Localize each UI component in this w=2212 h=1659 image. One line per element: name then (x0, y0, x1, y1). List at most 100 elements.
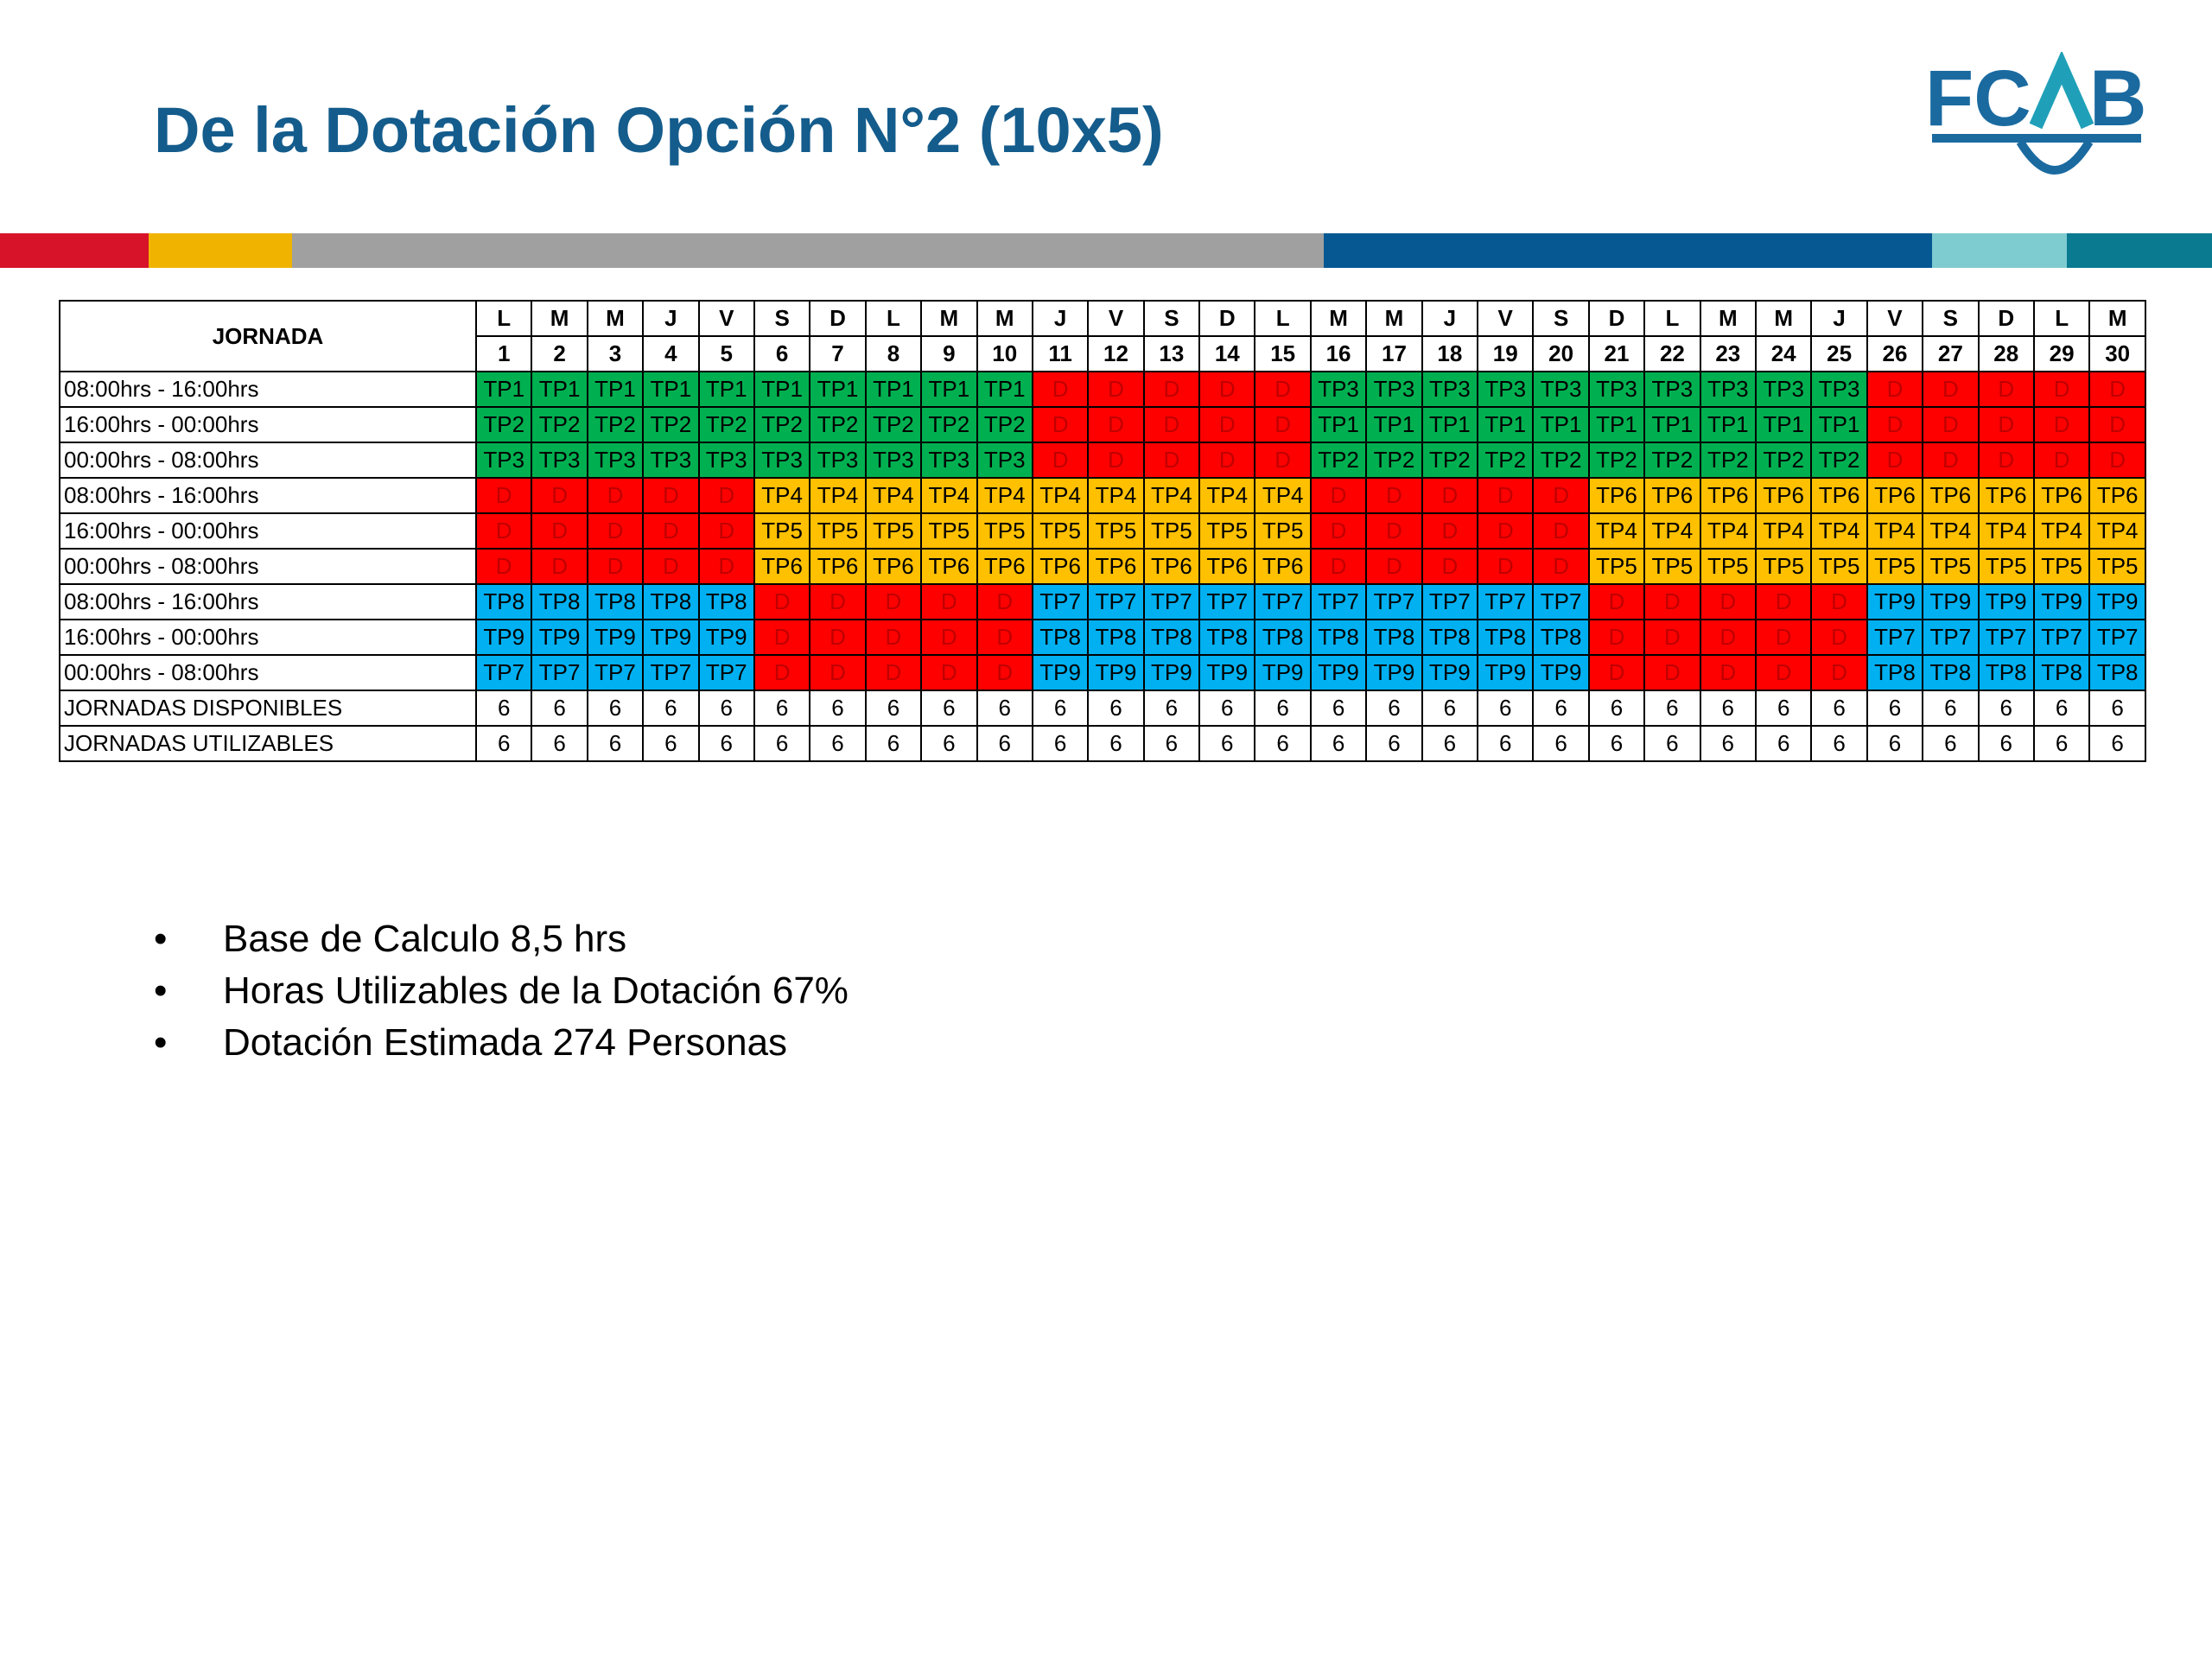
shift-cell: TP1 (920, 371, 978, 408)
shift-cell: TP4 (1587, 512, 1646, 550)
day-number: 10 (976, 335, 1033, 372)
shift-cell: TP4 (1643, 512, 1701, 550)
shift-cell: TP5 (809, 512, 867, 550)
total-cell: 6 (1309, 690, 1368, 727)
shift-cell: D (1087, 371, 1145, 408)
day-letter: M (920, 300, 978, 337)
shift-cell: TP8 (1977, 654, 2035, 691)
shift-cell: TP9 (1365, 654, 1423, 691)
shift-cell: TP5 (1754, 548, 1813, 585)
shift-cell: TP1 (1421, 406, 1479, 443)
shift-cell: TP2 (1587, 442, 1646, 479)
shift-cell: TP8 (1031, 619, 1090, 656)
shift-cell: TP4 (976, 477, 1033, 514)
shift-cell: TP1 (1699, 406, 1757, 443)
shift-cell: TP7 (1087, 583, 1145, 620)
total-cell: 6 (809, 725, 867, 762)
day-letter: D (809, 300, 867, 337)
shift-cell: TP7 (474, 654, 533, 691)
total-cell: 6 (1587, 690, 1646, 727)
shift-cell: TP4 (1977, 512, 2035, 550)
shift-cell: D (531, 548, 588, 585)
shift-cell: D (1031, 406, 1090, 443)
total-cell: 6 (809, 690, 867, 727)
shift-cell: TP9 (697, 619, 755, 656)
shift-cell: TP2 (864, 406, 923, 443)
shift-cell: D (1087, 406, 1145, 443)
total-cell: 6 (976, 725, 1033, 762)
corner-header: JORNADA (59, 300, 477, 372)
shift-cell: D (1643, 583, 1701, 620)
shift-cell: TP4 (1087, 477, 1145, 514)
shift-cell: TP8 (642, 583, 700, 620)
shift-cell: TP8 (1532, 619, 1590, 656)
shift-cell: D (1421, 477, 1479, 514)
day-letter: D (1198, 300, 1256, 337)
shift-cell: TP6 (920, 548, 978, 585)
day-number: 23 (1699, 335, 1757, 372)
shift-row: 00:00hrs - 08:00hrs TP3 TP3 TP3 TP3 TP3 TP3 TP3… (59, 442, 2146, 479)
shift-cell: TP4 (1031, 477, 1090, 514)
total-cell: 6 (1643, 725, 1701, 762)
total-cell: 6 (697, 690, 755, 727)
total-cell: 6 (1922, 690, 1980, 727)
day-number: 6 (753, 335, 811, 372)
shift-cell: TP5 (1198, 512, 1256, 550)
shift-cell: D (642, 548, 700, 585)
shift-cell: D (809, 619, 867, 656)
shift-cell: TP2 (1421, 442, 1479, 479)
shift-cell: TP4 (1866, 512, 1924, 550)
day-number: 12 (1087, 335, 1145, 372)
total-cell: 6 (2088, 690, 2146, 727)
shift-cell: TP9 (1532, 654, 1590, 691)
shift-cell: D (1866, 371, 1924, 408)
shift-cell: D (697, 477, 755, 514)
shift-cell: TP9 (1977, 583, 2035, 620)
shift-cell: D (976, 583, 1033, 620)
day-letter: S (1922, 300, 1980, 337)
day-letter: V (697, 300, 755, 337)
total-cell: 6 (1587, 725, 1646, 762)
logo: FC B (1925, 52, 2146, 175)
total-label: JORNADAS UTILIZABLES (59, 725, 477, 762)
shift-cell: TP2 (1754, 442, 1813, 479)
shift-label: 16:00hrs - 00:00hrs (59, 512, 477, 550)
shift-cell: D (1477, 477, 1535, 514)
shift-cell: D (1421, 548, 1479, 585)
total-cell: 6 (642, 725, 700, 762)
shift-cell: D (864, 654, 923, 691)
shift-cell: TP1 (1365, 406, 1423, 443)
shift-cell: TP5 (1922, 548, 1980, 585)
shift-cell: D (1977, 406, 2035, 443)
shift-cell: D (1699, 619, 1757, 656)
shift-cell: D (1254, 371, 1312, 408)
shift-cell: D (1309, 512, 1368, 550)
shift-cell: TP2 (697, 406, 755, 443)
shift-cell: TP8 (1254, 619, 1312, 656)
total-cell: 6 (1699, 690, 1757, 727)
shift-cell: TP3 (1643, 371, 1701, 408)
shift-cell: D (864, 619, 923, 656)
shift-cell: D (753, 583, 811, 620)
total-cell: 6 (1198, 690, 1256, 727)
shift-cell: TP8 (1365, 619, 1423, 656)
shift-cell: TP1 (474, 371, 533, 408)
shift-cell: TP6 (1866, 477, 1924, 514)
shift-cell: TP8 (1087, 619, 1145, 656)
shift-row: 08:00hrs - 16:00hrs TP1 TP1 TP1 TP1 TP1 TP1 TP1… (59, 371, 2146, 408)
shift-cell: D (809, 654, 867, 691)
shift-cell: TP5 (1699, 548, 1757, 585)
shift-cell: TP7 (1031, 583, 1090, 620)
shift-label: 00:00hrs - 08:00hrs (59, 548, 477, 585)
day-number: 30 (2088, 335, 2146, 372)
shift-cell: TP6 (1977, 477, 2035, 514)
shift-cell: TP9 (586, 619, 645, 656)
shift-cell: D (1532, 548, 1590, 585)
shift-cell: TP3 (1699, 371, 1757, 408)
shift-cell: TP4 (1754, 512, 1813, 550)
shift-cell: TP3 (864, 442, 923, 479)
day-letter: L (864, 300, 923, 337)
shift-cell: D (1922, 442, 1980, 479)
shift-cell: D (2032, 406, 2091, 443)
shift-cell: TP8 (1309, 619, 1368, 656)
